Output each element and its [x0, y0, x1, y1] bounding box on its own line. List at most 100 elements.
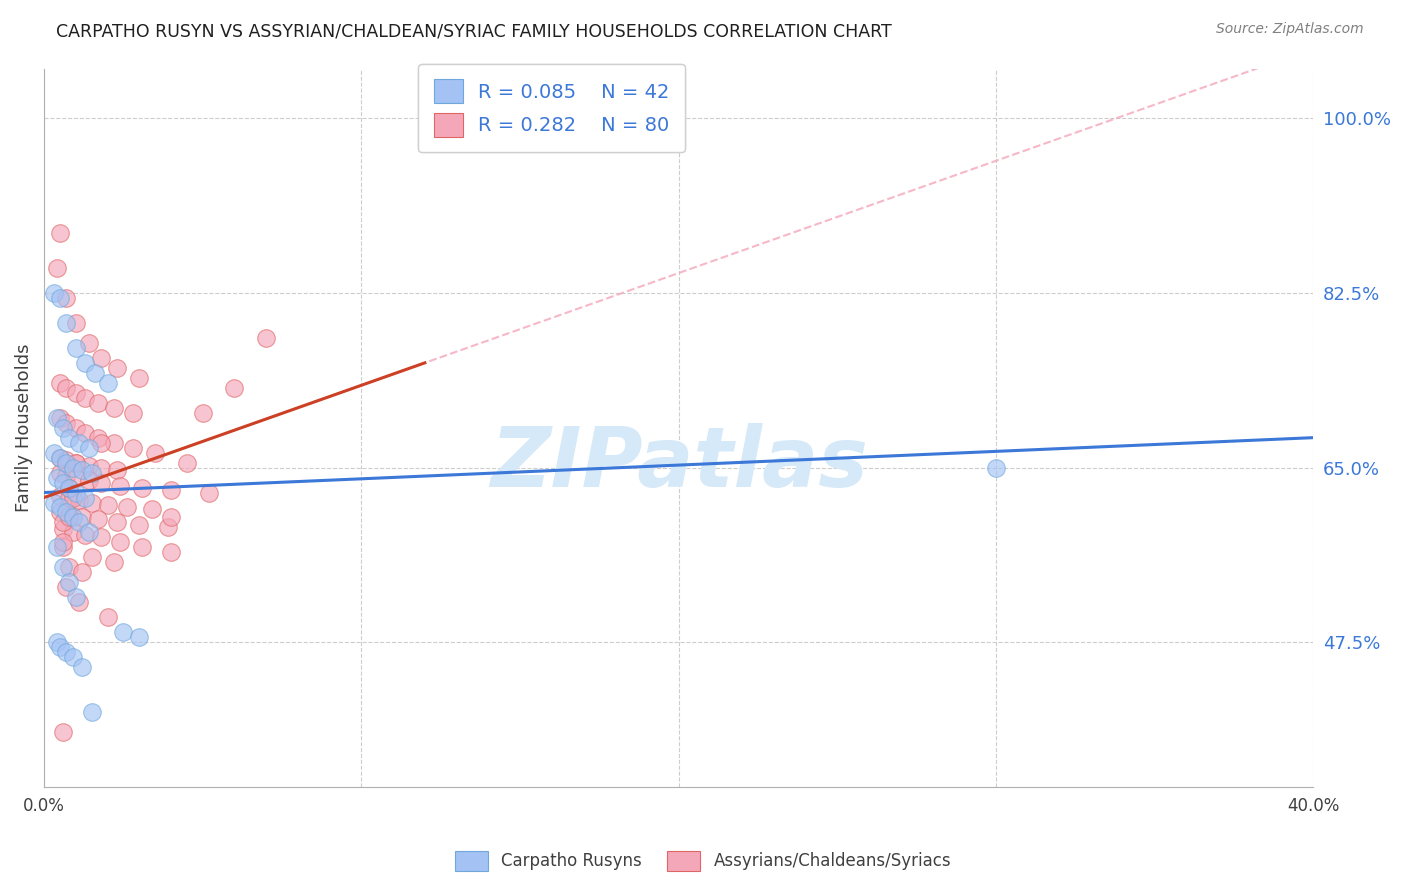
Point [52, 535, 75, 549]
Point [65, 316, 87, 330]
Point [65, 591, 87, 605]
Point [49, 640, 72, 655]
Point [49, 376, 72, 390]
Point [77, 525, 100, 540]
Point [122, 406, 145, 420]
Point [49, 450, 72, 465]
Y-axis label: Family Households: Family Households [15, 343, 32, 512]
Point [42, 285, 65, 300]
Point [141, 502, 163, 516]
Point [77, 335, 100, 350]
Point [55, 645, 77, 659]
Point [49, 506, 72, 520]
Point [45, 410, 67, 425]
Point [52, 420, 75, 434]
Point [122, 441, 145, 455]
Text: ZIPatlas: ZIPatlas [489, 423, 868, 504]
Point [67, 516, 90, 530]
Point [110, 478, 132, 492]
Point [75, 528, 97, 542]
Point [75, 391, 97, 405]
Point [62, 650, 84, 665]
Point [52, 516, 75, 530]
Point [49, 466, 72, 480]
Point [67, 595, 90, 609]
Point [45, 261, 67, 276]
Point [90, 435, 112, 450]
Point [105, 516, 128, 530]
Point [83, 366, 105, 380]
Point [65, 470, 87, 484]
Legend: Carpatho Rusyns, Assyrians/Chaldeans/Syriacs: Carpatho Rusyns, Assyrians/Chaldeans/Syr… [449, 844, 957, 878]
Point [90, 530, 112, 544]
Point [67, 435, 90, 450]
Point [58, 491, 80, 505]
Point [103, 555, 125, 569]
Point [49, 489, 72, 503]
Point [77, 458, 100, 473]
Point [55, 456, 77, 470]
Point [62, 460, 84, 475]
Point [70, 462, 93, 476]
Point [176, 456, 198, 470]
Point [52, 560, 75, 574]
Point [75, 425, 97, 440]
Point [128, 630, 150, 644]
Point [97, 376, 120, 390]
Point [55, 452, 77, 467]
Point [42, 495, 65, 509]
Point [80, 705, 103, 719]
Point [45, 541, 67, 555]
Point [52, 475, 75, 490]
Point [49, 450, 72, 465]
Point [80, 466, 103, 480]
Point [62, 525, 84, 540]
Point [70, 566, 93, 580]
Point [65, 385, 87, 400]
Point [70, 660, 93, 674]
Point [55, 381, 77, 395]
Point [90, 475, 112, 490]
Point [156, 520, 179, 534]
Point [80, 550, 103, 565]
Point [110, 535, 132, 549]
Point [103, 401, 125, 415]
Point [58, 508, 80, 523]
Point [45, 470, 67, 484]
Point [191, 406, 214, 420]
Point [70, 510, 93, 524]
Point [55, 468, 77, 483]
Point [90, 351, 112, 365]
Point [45, 635, 67, 649]
Point [77, 441, 100, 455]
Point [55, 580, 77, 594]
Point [42, 445, 65, 459]
Point [198, 485, 221, 500]
Point [49, 226, 72, 240]
Point [97, 499, 120, 513]
Point [62, 510, 84, 524]
Point [128, 371, 150, 385]
Point [55, 291, 77, 305]
Point [58, 431, 80, 445]
Text: CARPATHO RUSYN VS ASSYRIAN/CHALDEAN/SYRIAC FAMILY HOUSEHOLDS CORRELATION CHART: CARPATHO RUSYN VS ASSYRIAN/CHALDEAN/SYRI… [56, 22, 891, 40]
Point [58, 560, 80, 574]
Legend: R = 0.085    N = 42, R = 0.282    N = 80: R = 0.085 N = 42, R = 0.282 N = 80 [418, 64, 685, 153]
Point [224, 381, 246, 395]
Point [58, 510, 80, 524]
Point [160, 510, 183, 524]
Point [87, 512, 110, 526]
Point [97, 610, 120, 624]
Point [52, 541, 75, 555]
Point [65, 341, 87, 355]
Point [65, 485, 87, 500]
Point [131, 481, 153, 495]
Point [52, 523, 75, 537]
Point [55, 316, 77, 330]
Point [65, 456, 87, 470]
Point [49, 500, 72, 515]
Point [87, 395, 110, 409]
Point [62, 491, 84, 505]
Text: Source: ZipAtlas.com: Source: ZipAtlas.com [1216, 22, 1364, 37]
Point [984, 460, 1007, 475]
